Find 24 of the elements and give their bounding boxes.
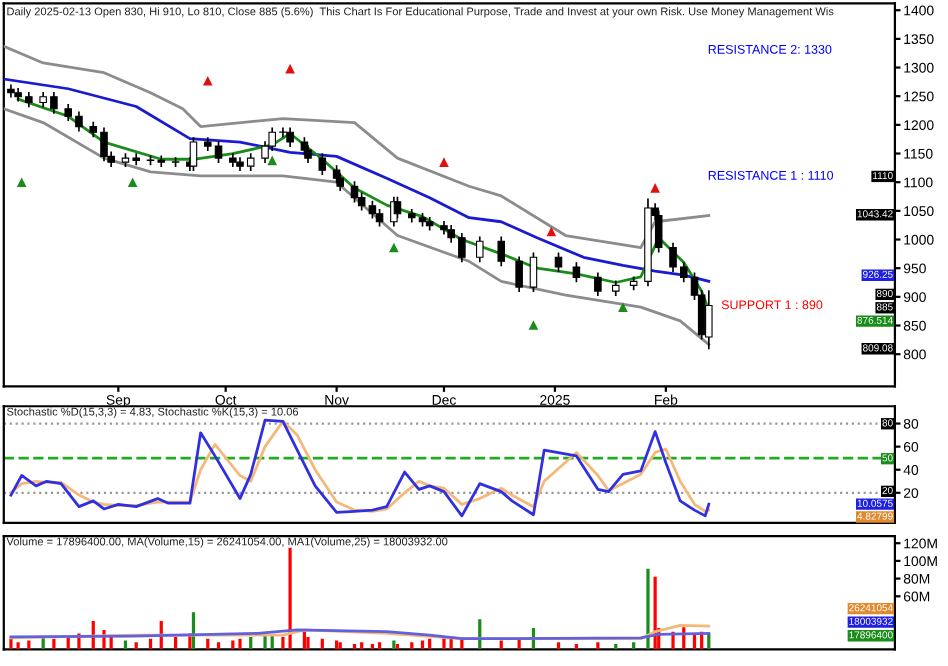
point [389,242,399,253]
candlestick [497,236,506,267]
line-series [3,44,711,249]
point [650,183,660,193]
point [127,177,138,187]
candlestick [425,216,434,231]
point [439,157,449,167]
candlestick [705,290,713,350]
candlestick [529,252,538,292]
line-series [3,107,711,346]
point [546,226,557,237]
point [202,75,213,86]
point [267,155,278,166]
line-series [3,77,711,283]
candlestick [318,153,327,176]
candlestick [572,262,581,283]
candlestick [440,220,448,235]
candlestick [594,272,602,296]
point [528,320,539,330]
point [618,302,628,312]
candlestick [393,196,402,219]
candlestick [515,256,523,292]
candlestick [475,236,484,263]
point [16,177,27,187]
